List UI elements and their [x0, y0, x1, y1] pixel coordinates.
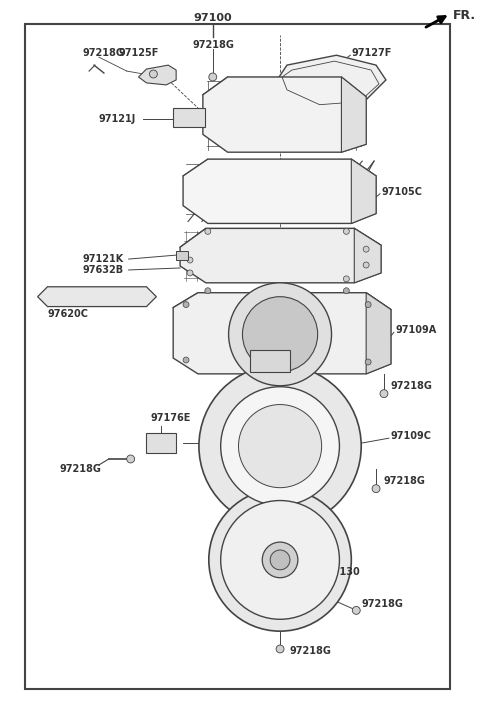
Polygon shape	[203, 77, 366, 152]
Text: 97176E: 97176E	[150, 414, 191, 423]
Circle shape	[363, 262, 369, 268]
Text: 97218G: 97218G	[361, 599, 403, 609]
Polygon shape	[139, 65, 176, 85]
Text: 97121K: 97121K	[82, 254, 123, 264]
Circle shape	[221, 387, 339, 505]
Circle shape	[149, 70, 157, 78]
Circle shape	[242, 297, 318, 372]
Circle shape	[343, 276, 349, 282]
Text: 97125F: 97125F	[119, 48, 159, 58]
Polygon shape	[146, 433, 176, 453]
Circle shape	[262, 542, 298, 578]
Circle shape	[209, 73, 217, 81]
Polygon shape	[351, 159, 376, 223]
Polygon shape	[180, 228, 381, 283]
Circle shape	[187, 270, 193, 276]
Circle shape	[276, 645, 284, 653]
Text: 97218G: 97218G	[60, 464, 101, 474]
Circle shape	[127, 455, 134, 463]
Text: 97109C: 97109C	[391, 431, 432, 441]
Text: 97620C: 97620C	[48, 310, 88, 320]
Circle shape	[380, 390, 388, 398]
Text: 97218G: 97218G	[193, 40, 235, 51]
Text: 97218G: 97218G	[384, 476, 426, 486]
Circle shape	[228, 283, 332, 386]
Circle shape	[239, 404, 322, 487]
FancyBboxPatch shape	[250, 349, 290, 373]
Polygon shape	[354, 228, 381, 283]
Text: 97121J: 97121J	[99, 113, 136, 123]
Circle shape	[187, 257, 193, 263]
Text: 97218G: 97218G	[82, 48, 124, 58]
Polygon shape	[176, 251, 188, 260]
Bar	[25, 24, 450, 689]
FancyBboxPatch shape	[173, 108, 205, 127]
Text: 97100: 97100	[193, 12, 232, 22]
Circle shape	[343, 228, 349, 235]
Polygon shape	[277, 55, 386, 107]
Text: 97218G: 97218G	[391, 380, 433, 391]
Text: 97130: 97130	[326, 567, 360, 577]
Text: 97632B: 97632B	[82, 265, 123, 275]
Polygon shape	[37, 287, 156, 307]
Text: 97218G: 97218G	[290, 646, 332, 656]
Circle shape	[270, 550, 290, 570]
Text: 97127F: 97127F	[351, 48, 392, 58]
Circle shape	[221, 500, 339, 619]
Circle shape	[363, 246, 369, 252]
Circle shape	[372, 484, 380, 492]
Circle shape	[365, 359, 371, 365]
Polygon shape	[173, 292, 391, 374]
Circle shape	[205, 288, 211, 294]
Circle shape	[209, 489, 351, 631]
Polygon shape	[366, 292, 391, 374]
Circle shape	[365, 302, 371, 308]
Circle shape	[352, 606, 360, 614]
Circle shape	[199, 365, 361, 527]
Circle shape	[205, 228, 211, 235]
Text: 97109A: 97109A	[396, 326, 437, 335]
Text: FR.: FR.	[453, 9, 476, 22]
Circle shape	[183, 357, 189, 363]
Polygon shape	[183, 159, 376, 223]
Polygon shape	[341, 77, 366, 152]
Circle shape	[183, 302, 189, 308]
Text: 97105C: 97105C	[381, 187, 422, 197]
Circle shape	[343, 288, 349, 294]
